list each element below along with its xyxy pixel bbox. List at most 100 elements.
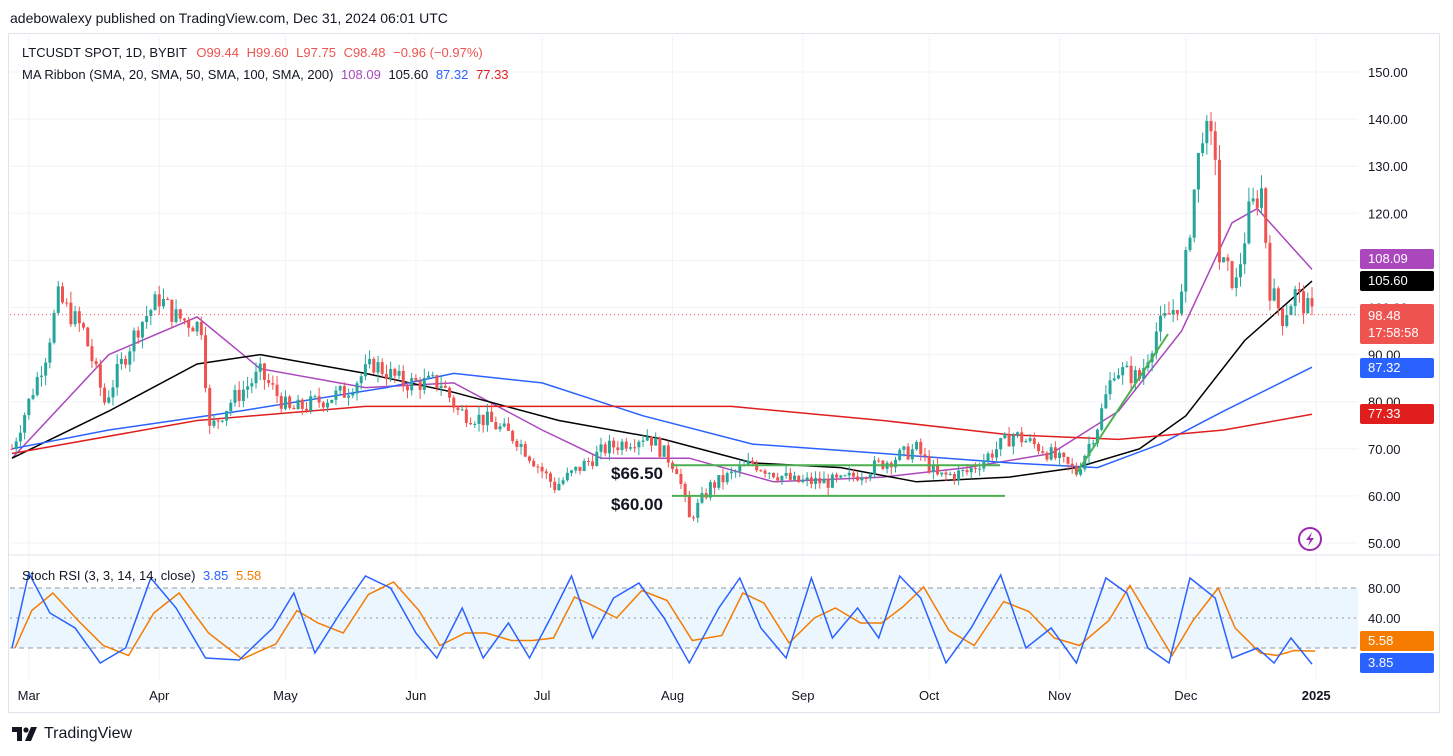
candle-body	[965, 470, 969, 473]
ohlc-close: C98.48	[343, 45, 386, 60]
lightning-icon[interactable]	[1298, 527, 1322, 551]
candle-body	[233, 389, 237, 403]
candle-body	[1268, 242, 1272, 301]
candle-body	[94, 361, 98, 365]
candle-body	[477, 414, 481, 424]
candle-body	[687, 495, 691, 518]
stoch-k-value: 3.85	[203, 568, 229, 583]
candle-body	[443, 385, 447, 388]
candle-body	[969, 467, 973, 473]
candle-body	[1095, 429, 1099, 444]
price-tick-label: 140.00	[1368, 112, 1408, 127]
candle-body	[1196, 153, 1200, 190]
candle-body	[359, 376, 363, 384]
badge-ma200: 77.33	[1360, 404, 1434, 424]
candle-body	[241, 389, 245, 401]
candle-body	[561, 480, 565, 484]
candle-body	[52, 312, 56, 343]
candle-body	[902, 446, 906, 450]
time-tick-label: Jul	[534, 688, 551, 703]
candle-body	[624, 441, 628, 449]
candle-body	[523, 444, 527, 457]
candle-body	[536, 466, 540, 468]
candle-body	[595, 451, 599, 466]
candle-body	[696, 502, 700, 518]
candle-body	[1087, 443, 1091, 456]
candle-body	[923, 454, 927, 456]
candle-body	[1285, 315, 1289, 327]
candle-body	[612, 440, 616, 448]
candle-body	[1247, 201, 1251, 244]
candle-body	[317, 396, 321, 403]
candle-body	[679, 473, 683, 484]
candle-body	[229, 402, 233, 411]
candle-body	[658, 437, 662, 457]
candle-body	[283, 396, 287, 409]
candle-body	[515, 441, 519, 447]
candle-body	[124, 358, 128, 365]
candle-body	[1142, 367, 1146, 379]
candle-body	[1138, 370, 1142, 379]
candle-body	[645, 436, 649, 441]
candle-body	[397, 370, 401, 376]
candle-body	[1238, 264, 1242, 278]
candle-body	[342, 386, 346, 398]
candle-body	[591, 461, 595, 466]
price-tick-label: 120.00	[1368, 206, 1408, 221]
candle-body	[86, 327, 90, 347]
footer-brand[interactable]: TradingView	[12, 725, 132, 743]
candle-body	[700, 493, 704, 503]
candle-body	[1104, 394, 1108, 409]
candle-body	[48, 342, 52, 363]
price-tick-label: 150.00	[1368, 65, 1408, 80]
candle-body	[506, 423, 510, 431]
ma-label: MA Ribbon (SMA, 20, SMA, 50, SMA, 100, S…	[22, 67, 334, 82]
candle-body	[27, 398, 31, 416]
ohlc-high: H99.60	[246, 45, 289, 60]
badge-stoch-k: 3.85	[1360, 653, 1434, 673]
footer-brand-label: TradingView	[44, 725, 133, 742]
candle-body	[10, 448, 14, 450]
candle-body	[999, 438, 1003, 450]
candle-body	[199, 321, 203, 336]
ma20-value: 108.09	[341, 67, 381, 82]
candle-body	[225, 410, 229, 421]
price-tick-label: 70.00	[1368, 442, 1401, 457]
candle-body	[1045, 452, 1049, 460]
time-tick-label: Dec	[1174, 688, 1198, 703]
candle-body	[729, 471, 733, 474]
candle-body	[1125, 365, 1129, 368]
candle-body	[1243, 243, 1247, 265]
candle-body	[212, 420, 216, 426]
candle-body	[208, 387, 212, 426]
candle-body	[1058, 452, 1062, 459]
candle-body	[14, 441, 18, 449]
stoch-rsi-lines	[11, 570, 1316, 665]
candle-body	[44, 362, 48, 376]
candle-body	[931, 464, 935, 473]
candle-body	[119, 358, 123, 364]
candle-body	[166, 298, 170, 300]
candle-body	[1167, 313, 1171, 315]
countdown-value: 17:58:58	[1368, 325, 1419, 340]
candle-body	[502, 423, 506, 427]
candle-body	[410, 378, 414, 391]
candle-body	[178, 309, 182, 319]
candle-body	[557, 483, 561, 491]
candle-body	[237, 389, 241, 401]
candle-body	[1016, 432, 1020, 436]
candle-body	[721, 475, 725, 483]
candle-body	[469, 422, 473, 425]
candle-body	[767, 472, 771, 474]
candle-body	[1171, 310, 1175, 315]
legend-main: LTCUSDT SPOT, 1D, BYBIT O99.44 H99.60 L9…	[22, 45, 483, 60]
candle-body	[961, 470, 965, 472]
candle-body	[717, 475, 721, 488]
ma200-line	[11, 405, 1313, 455]
candle-body	[1175, 310, 1179, 314]
time-tick-label: Apr	[149, 688, 170, 703]
candle-body	[793, 475, 797, 480]
candle-body	[351, 393, 355, 396]
candle-body	[195, 321, 199, 332]
